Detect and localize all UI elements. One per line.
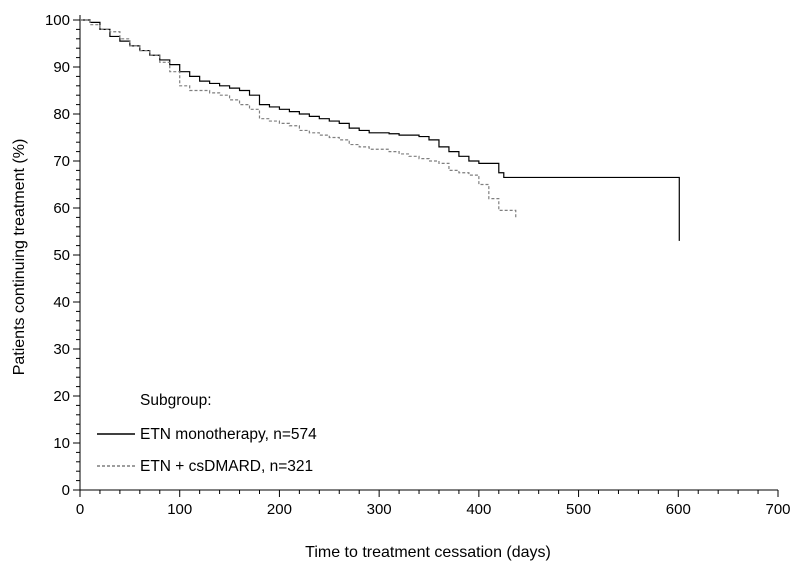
- y-tick-label: 90: [53, 59, 70, 76]
- y-tick-label: 10: [53, 435, 70, 452]
- x-tick-label: 400: [466, 501, 491, 518]
- x-tick-label: 0: [76, 501, 84, 518]
- x-tick-label: 100: [167, 501, 192, 518]
- series-line-2: [80, 19, 517, 218]
- y-tick-label: 0: [62, 482, 70, 499]
- y-tick-label: 60: [53, 200, 70, 217]
- series-layer: [80, 19, 680, 241]
- x-axis-title: Time to treatment cessation (days): [305, 544, 551, 561]
- x-tick-label: 300: [367, 501, 392, 518]
- y-tick-label: 20: [53, 388, 70, 405]
- y-tick-label: 100: [45, 12, 70, 29]
- series-line-1: [80, 19, 680, 241]
- legend-label-2: ETN + csDMARD, n=321: [140, 458, 313, 475]
- legend-label-1: ETN monotherapy, n=574: [140, 426, 317, 443]
- y-tick-label: 40: [53, 294, 70, 311]
- x-tick-label: 200: [267, 501, 292, 518]
- x-tick-label: 600: [666, 501, 691, 518]
- y-tick-label: 50: [53, 247, 70, 264]
- legend: Subgroup: ETN monotherapy, n=574 ETN + cs…: [97, 392, 317, 475]
- legend-title: Subgroup:: [140, 392, 212, 409]
- y-tick-label: 70: [53, 153, 70, 170]
- axes: 0 10 20 30 40 50 60 70 80 90 100 0 100 200 300 400 500 60…: [45, 12, 791, 518]
- y-tick-label: 30: [53, 341, 70, 358]
- y-tick-label: 80: [53, 106, 70, 123]
- x-tick-label: 700: [765, 501, 790, 518]
- y-axis-title: Patients continuing treatment (%): [11, 139, 28, 376]
- x-tick-label: 500: [566, 501, 591, 518]
